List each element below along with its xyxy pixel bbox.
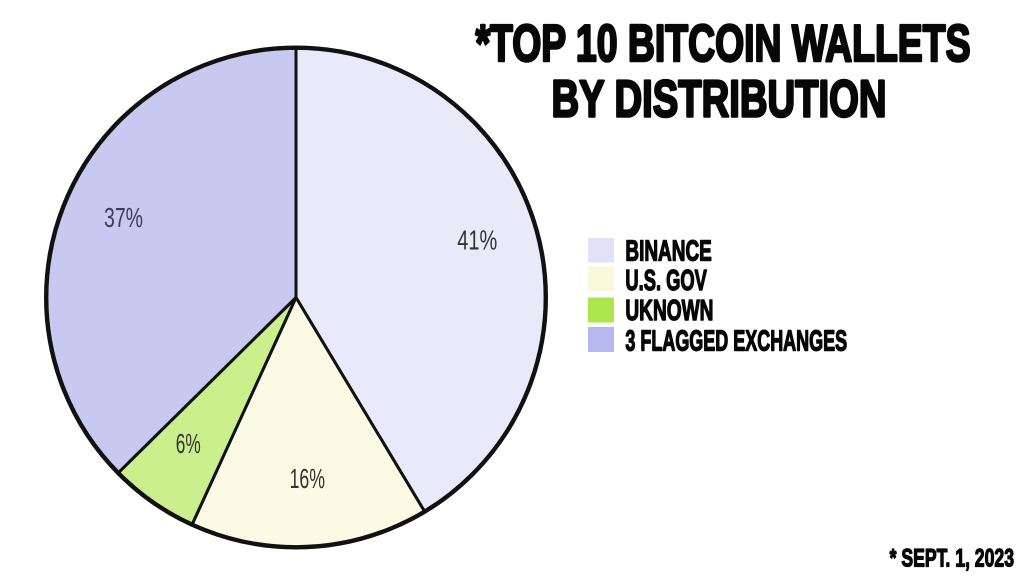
svg-text:* SEPT. 1, 2023: * SEPT. 1, 2023 <box>890 545 1014 573</box>
svg-text:BINANCE: BINANCE <box>625 235 711 267</box>
svg-text:BY DISTRIBUTION: BY DISTRIBUTION <box>552 70 887 128</box>
svg-text:*TOP 10 BITCOIN WALLETS: *TOP 10 BITCOIN WALLETS <box>476 14 971 72</box>
svg-text:41%: 41% <box>457 224 497 255</box>
svg-text:U.S. GOV: U.S. GOV <box>625 265 707 297</box>
svg-text:37%: 37% <box>104 202 143 233</box>
svg-text:3 FLAGGED EXCHANGES: 3 FLAGGED EXCHANGES <box>625 326 847 358</box>
svg-text:UKNOWN: UKNOWN <box>625 295 713 327</box>
svg-text:16%: 16% <box>290 463 325 494</box>
svg-text:6%: 6% <box>176 428 201 459</box>
